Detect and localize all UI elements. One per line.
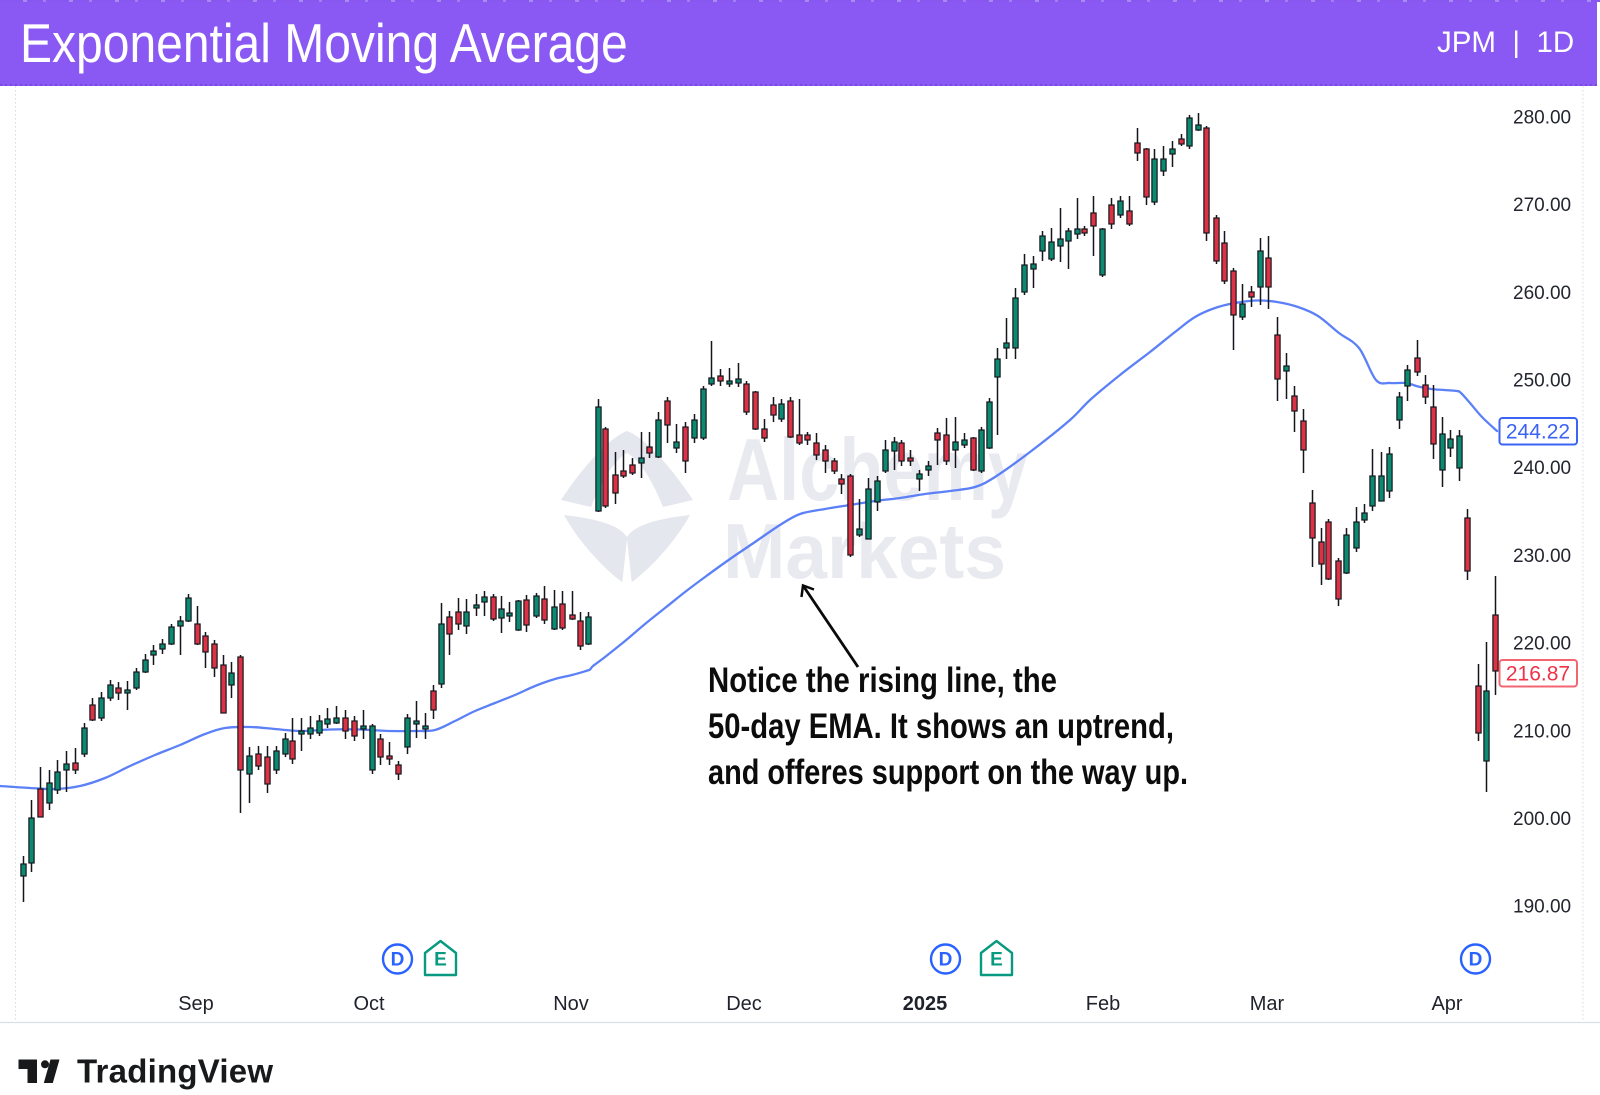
svg-text:190.00: 190.00 <box>1513 897 1571 918</box>
svg-text:240.00: 240.00 <box>1513 458 1571 479</box>
svg-text:Dec: Dec <box>726 993 762 1015</box>
svg-text:216.87: 216.87 <box>1506 663 1570 686</box>
svg-text:210.00: 210.00 <box>1513 721 1571 742</box>
svg-text:Nov: Nov <box>553 993 589 1015</box>
svg-text:Oct: Oct <box>353 993 385 1015</box>
svg-text:50-day EMA. It shows an uptren: 50-day EMA. It shows an uptrend, <box>708 707 1174 746</box>
svg-text:2025: 2025 <box>903 993 948 1015</box>
svg-text:D: D <box>391 950 405 971</box>
svg-text:Sep: Sep <box>178 993 214 1015</box>
svg-text:Markets: Markets <box>723 507 1006 595</box>
svg-text:Mar: Mar <box>1250 993 1285 1015</box>
svg-text:Apr: Apr <box>1431 993 1462 1015</box>
svg-text:220.00: 220.00 <box>1513 634 1571 655</box>
svg-text:E: E <box>990 950 1003 971</box>
svg-text:Notice the rising line, the: Notice the rising line, the <box>708 661 1057 700</box>
svg-text:200.00: 200.00 <box>1513 809 1571 830</box>
svg-text:TradingView: TradingView <box>77 1053 273 1090</box>
svg-text:Feb: Feb <box>1086 993 1120 1015</box>
svg-text:E: E <box>434 950 447 971</box>
svg-text:244.22: 244.22 <box>1506 421 1570 444</box>
svg-text:230.00: 230.00 <box>1513 546 1571 567</box>
svg-text:270.00: 270.00 <box>1513 195 1571 216</box>
svg-text:280.00: 280.00 <box>1513 107 1571 128</box>
svg-text:250.00: 250.00 <box>1513 371 1571 392</box>
svg-text:and offeres support on the way: and offeres support on the way up. <box>708 753 1188 792</box>
svg-text:D: D <box>1469 950 1483 971</box>
svg-text:D: D <box>939 950 953 971</box>
svg-text:260.00: 260.00 <box>1513 283 1571 304</box>
